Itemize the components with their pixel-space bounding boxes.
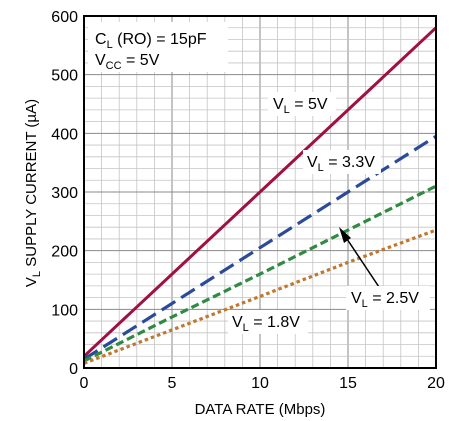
series-label-2v5-main: V bbox=[351, 290, 362, 307]
y-tick-label: 300 bbox=[51, 185, 78, 202]
x-tick-label: 20 bbox=[427, 375, 445, 392]
label-bg-2v5 bbox=[346, 286, 430, 310]
series-label-3v3-main: V bbox=[307, 154, 318, 171]
condition-vcc-main: V bbox=[95, 52, 106, 69]
series-label-2v5-sub: L bbox=[362, 298, 368, 310]
series-label-1v8-sub: L bbox=[243, 322, 249, 334]
series-label-3v3: VL = 3.3V bbox=[307, 154, 375, 174]
y-axis-title: VL SUPPLY CURRENT (µA) bbox=[23, 99, 43, 287]
x-tick-label: 10 bbox=[251, 375, 269, 392]
grid bbox=[84, 16, 436, 368]
y-tick-label: 500 bbox=[51, 68, 78, 85]
x-axis-title: DATA RATE (Mbps) bbox=[195, 401, 326, 418]
condition-load-rest: (RO) = 15pF bbox=[113, 31, 207, 48]
condition-load: CL (RO) = 15pF bbox=[95, 31, 207, 51]
condition-load-main: C bbox=[95, 31, 107, 48]
series-label-5v-main: V bbox=[273, 96, 284, 113]
condition-load-sub: L bbox=[107, 39, 113, 51]
series-label-5v-sub: L bbox=[284, 104, 290, 116]
x-tick-label: 0 bbox=[80, 375, 89, 392]
series-label-1v8: VL = 1.8V bbox=[232, 314, 300, 334]
condition-vcc: VCC = 5V bbox=[95, 52, 160, 72]
series-line-1 bbox=[82, 26, 438, 358]
series-label-2v5-rest: = 2.5V bbox=[368, 290, 419, 307]
series-line-4 bbox=[83, 228, 437, 365]
series-label-1v8-rest: = 1.8V bbox=[249, 314, 300, 331]
plot-frame bbox=[83, 15, 437, 369]
condition-vcc-sub: CC bbox=[106, 60, 122, 72]
condition-vcc-rest: = 5V bbox=[122, 52, 160, 69]
y-tick-label: 0 bbox=[69, 361, 78, 378]
series-label-5v-rest: = 5V bbox=[290, 96, 328, 113]
y-tick-label: 100 bbox=[51, 302, 78, 319]
conditions-box-bg bbox=[88, 22, 228, 72]
label-bg-3v3 bbox=[303, 150, 381, 174]
label-bg-1v8 bbox=[228, 310, 308, 334]
series-line-3 bbox=[83, 184, 437, 363]
y-tick-label: 600 bbox=[51, 9, 78, 26]
series-label-2v5-arrow-line bbox=[344, 235, 382, 291]
series-label-3v3-sub: L bbox=[318, 162, 324, 174]
y-axis-title-rest: SUPPLY CURRENT (µA) bbox=[23, 99, 40, 271]
series-label-3v3-rest: = 3.3V bbox=[324, 154, 375, 171]
y-tick-label: 400 bbox=[51, 126, 78, 143]
y-tick-label: 200 bbox=[51, 244, 78, 261]
y-axis-title-sub: L bbox=[31, 271, 43, 277]
series-label-5v: VL = 5V bbox=[273, 96, 328, 116]
series-label-1v8-main: V bbox=[232, 314, 243, 331]
y-axis-title-main: V bbox=[23, 277, 40, 287]
series-label-2v5: VL = 2.5V bbox=[351, 290, 419, 310]
x-tick-label: 5 bbox=[168, 375, 177, 392]
label-bg-5v bbox=[268, 92, 336, 116]
series-label-2v5-arrowhead bbox=[339, 227, 351, 243]
x-tick-label: 15 bbox=[339, 375, 357, 392]
